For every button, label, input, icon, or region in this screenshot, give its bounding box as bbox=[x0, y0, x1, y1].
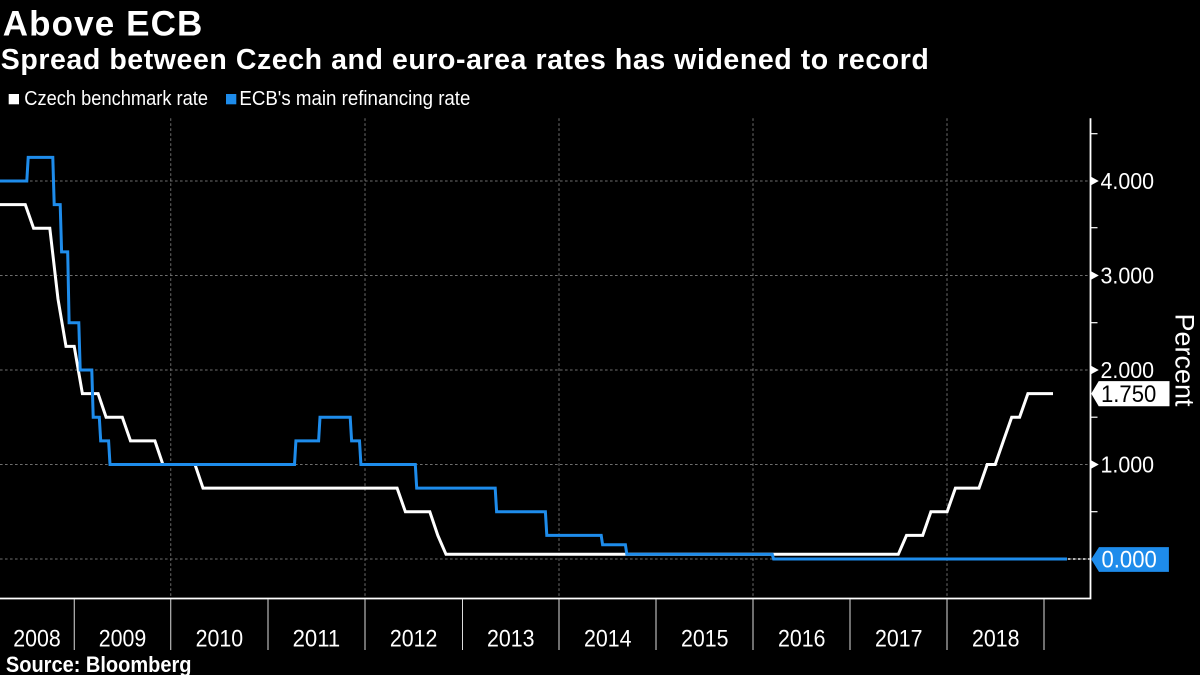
svg-text:2017: 2017 bbox=[875, 625, 923, 652]
svg-text:ECB's main refinancing rate: ECB's main refinancing rate bbox=[239, 88, 470, 110]
svg-text:2011: 2011 bbox=[293, 625, 341, 652]
svg-text:1.000: 1.000 bbox=[1101, 452, 1155, 478]
svg-text:3.000: 3.000 bbox=[1101, 263, 1155, 289]
svg-text:2008: 2008 bbox=[13, 625, 61, 652]
svg-text:Above ECB: Above ECB bbox=[3, 4, 203, 43]
svg-text:Spread between Czech and euro-: Spread between Czech and euro-area rates… bbox=[1, 44, 929, 76]
svg-text:1.750: 1.750 bbox=[1101, 381, 1156, 408]
svg-text:2014: 2014 bbox=[584, 625, 632, 652]
svg-text:2016: 2016 bbox=[778, 625, 826, 652]
svg-text:4.000: 4.000 bbox=[1101, 168, 1155, 194]
svg-text:2.000: 2.000 bbox=[1101, 357, 1155, 383]
svg-text:2015: 2015 bbox=[681, 625, 729, 652]
svg-text:2010: 2010 bbox=[196, 625, 244, 652]
svg-text:2012: 2012 bbox=[390, 625, 438, 652]
svg-text:0.000: 0.000 bbox=[1102, 547, 1157, 574]
svg-text:2013: 2013 bbox=[487, 625, 535, 652]
svg-text:2009: 2009 bbox=[99, 625, 147, 652]
svg-text:Czech benchmark rate: Czech benchmark rate bbox=[24, 88, 208, 110]
svg-text:2018: 2018 bbox=[972, 625, 1020, 652]
svg-text:Percent: Percent bbox=[1170, 314, 1200, 408]
svg-text:Source: Bloomberg: Source: Bloomberg bbox=[6, 652, 192, 675]
